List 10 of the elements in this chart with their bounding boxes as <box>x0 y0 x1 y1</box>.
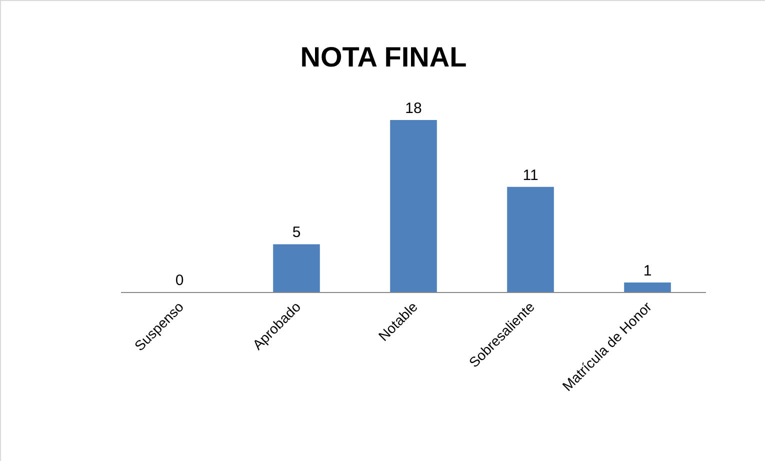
bar <box>507 186 554 292</box>
chart-title: NOTA FINAL <box>300 42 467 73</box>
bar <box>624 282 671 292</box>
data-label: 5 <box>292 224 301 242</box>
data-label: 11 <box>522 166 538 184</box>
bar <box>273 244 320 292</box>
data-label: 1 <box>643 262 652 280</box>
data-label: 0 <box>175 272 184 289</box>
bar <box>390 120 437 292</box>
data-label: 18 <box>405 100 422 118</box>
